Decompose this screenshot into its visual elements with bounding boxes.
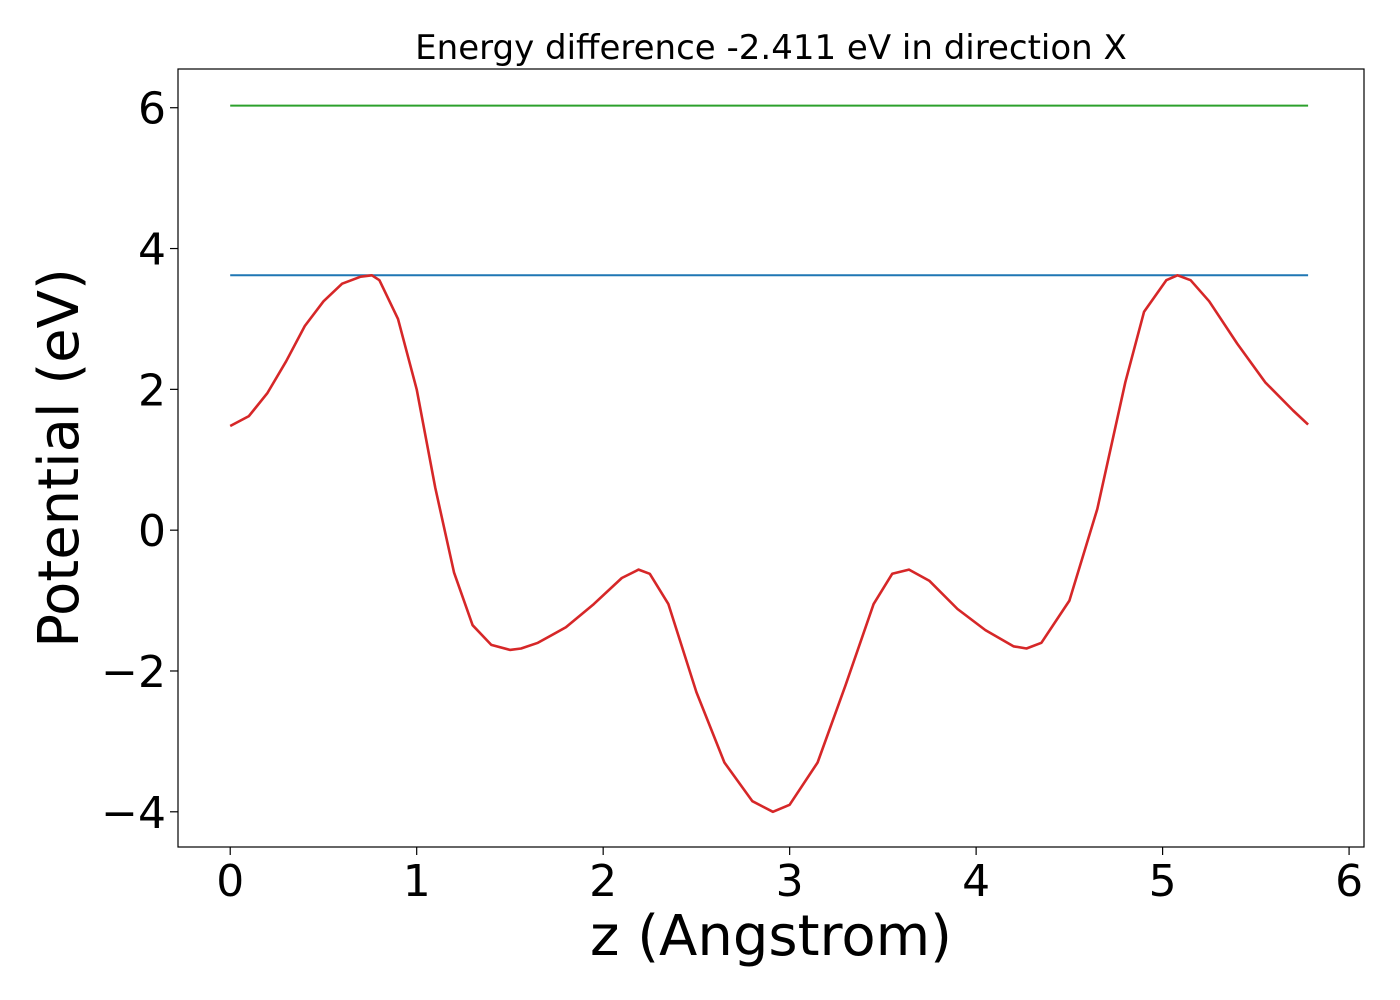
y-tick-label: 2 (138, 365, 166, 416)
y-tick-label: −2 (101, 647, 166, 698)
x-tick-label: 1 (403, 856, 431, 907)
x-tick-label: 3 (776, 856, 804, 907)
y-tick-label: 4 (138, 225, 166, 276)
y-axis-label: Potential (eV) (27, 268, 92, 648)
series-layer (229, 104, 1309, 814)
plot-area (177, 68, 1365, 848)
x-tick-label: 6 (1335, 856, 1363, 907)
series-line-2 (229, 274, 1309, 814)
y-axis-ticks: −4 −2 0 2 4 6 (101, 84, 178, 839)
y-tick-label: 0 (138, 506, 166, 557)
x-tick-label: 0 (216, 856, 244, 907)
x-axis-label: z (Angstrom) (590, 904, 952, 969)
y-tick-label: −4 (101, 788, 166, 839)
chart-title: Energy difference -2.411 eV in direction… (415, 28, 1127, 68)
x-tick-label: 4 (962, 856, 990, 907)
y-tick-label: 6 (138, 84, 166, 135)
x-tick-label: 5 (1149, 856, 1177, 907)
x-axis-ticks: 0 1 2 3 4 5 6 (216, 847, 1363, 907)
x-tick-label: 2 (589, 856, 617, 907)
plot-frame (177, 68, 1365, 848)
